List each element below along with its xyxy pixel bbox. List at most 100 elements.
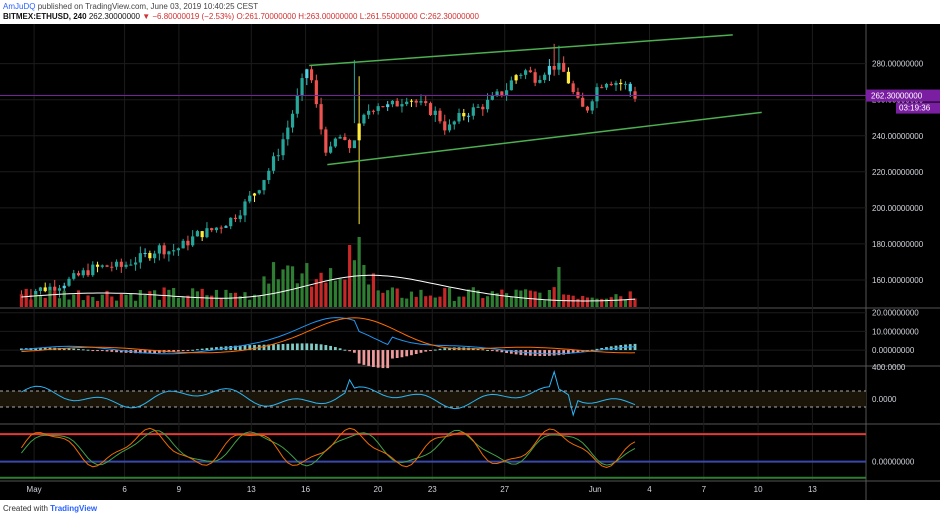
chart-area[interactable]: May 6 9 13 16 20 23 27 Jun 4 7 10 13 160.00000000 180.… xyxy=(0,24,940,500)
candle-body xyxy=(267,170,271,181)
macd-histogram-bar xyxy=(196,349,199,351)
macd-histogram-bar xyxy=(490,350,494,352)
macd-histogram-bar xyxy=(567,350,570,354)
y-tick-label: 240.00000000 xyxy=(872,132,924,141)
volume-bar xyxy=(286,265,290,307)
volume-bar xyxy=(452,300,456,307)
candle-body xyxy=(371,110,376,112)
candle-body xyxy=(62,285,66,289)
candle-body xyxy=(290,113,295,128)
candle-body xyxy=(262,180,266,191)
channel-upper-line xyxy=(309,34,733,67)
volume-bar xyxy=(457,296,461,307)
volume-bar xyxy=(114,300,119,307)
candle-body xyxy=(172,250,176,252)
macd-histogram-bar xyxy=(43,347,47,351)
volume-bar xyxy=(590,297,594,307)
candle-body xyxy=(157,245,161,254)
volume-bar xyxy=(519,290,523,307)
macd-histogram-bar xyxy=(605,347,608,351)
macd-signal-line xyxy=(21,317,636,354)
candle-body xyxy=(38,287,43,291)
macd-histogram-bar xyxy=(267,344,271,351)
volume-ma-line xyxy=(21,274,636,302)
candle-body xyxy=(252,193,257,196)
macd-histogram-bar xyxy=(91,350,95,352)
volume-bar xyxy=(576,298,580,307)
volume-bar xyxy=(371,273,376,307)
volume-bar xyxy=(29,299,33,307)
candle-body xyxy=(590,101,594,111)
candle-body xyxy=(124,264,128,267)
macd-histogram-bar xyxy=(276,344,280,351)
volume-bar xyxy=(267,283,271,307)
volume-bar xyxy=(438,296,442,307)
candle-body xyxy=(257,190,261,194)
volume-bar xyxy=(19,294,24,307)
tradingview-logo[interactable]: TradingView xyxy=(50,504,98,513)
current-price-label: 262.30000000 xyxy=(871,92,923,101)
candle-body xyxy=(329,146,333,153)
volume-bar xyxy=(500,289,504,307)
volume-bar xyxy=(462,296,466,307)
ohlc-high: H:263.00000000 xyxy=(298,12,358,21)
macd-histogram-bar xyxy=(633,343,637,351)
candle-body xyxy=(547,65,552,75)
volume-bar xyxy=(514,289,518,307)
y-tick-label: 200.00000000 xyxy=(872,204,924,213)
macd-histogram-bar xyxy=(172,350,176,352)
macd-histogram-bar xyxy=(48,347,52,351)
candle-body xyxy=(238,215,242,220)
volume-bar xyxy=(119,294,123,307)
candle-body xyxy=(395,100,399,107)
candle-body xyxy=(338,136,342,139)
volume-bar xyxy=(105,290,109,307)
macd-histogram-bar xyxy=(205,348,209,351)
candle-body xyxy=(476,106,480,108)
volume-bar xyxy=(400,297,404,307)
candle-body xyxy=(53,286,57,291)
chart-svg[interactable]: May 6 9 13 16 20 23 27 Jun 4 7 10 13 160.00000000 180.… xyxy=(0,24,940,500)
volume-bar xyxy=(309,286,314,307)
candle-body xyxy=(205,228,209,238)
macd-histogram-bar xyxy=(295,343,299,351)
macd-histogram-bar xyxy=(410,350,413,356)
volume-bar xyxy=(409,291,414,307)
volume-bar xyxy=(271,262,276,307)
x-tick-label: 23 xyxy=(428,485,437,494)
cci-line xyxy=(21,370,636,417)
volume-bar xyxy=(219,298,223,307)
candle-body xyxy=(148,252,152,259)
macd-histogram-bar xyxy=(200,348,204,351)
volume-bar xyxy=(276,279,280,307)
candle-body xyxy=(48,286,52,292)
x-tick-label: 10 xyxy=(754,485,763,494)
candle-body xyxy=(447,124,452,131)
macd-group xyxy=(20,343,637,369)
volume-bar xyxy=(433,297,437,307)
macd-tick-label: 10.00000000 xyxy=(872,327,919,336)
candle-body xyxy=(581,97,585,107)
author-name[interactable]: AmJuDQ xyxy=(3,2,36,11)
macd-histogram-bar xyxy=(338,348,342,351)
macd-histogram-bar xyxy=(376,350,380,368)
volume-bar xyxy=(395,288,399,307)
volume-bar xyxy=(153,290,157,307)
volume-bar xyxy=(290,266,295,307)
volume-bar xyxy=(476,290,480,307)
macd-histogram-bar xyxy=(481,349,485,351)
stoch-k-line xyxy=(20,427,636,469)
macd-histogram-bar xyxy=(448,347,451,351)
candle-body xyxy=(381,106,385,108)
macd-histogram-bar xyxy=(324,345,328,351)
candle-body xyxy=(100,265,104,267)
volume-bar xyxy=(619,296,623,307)
macd-histogram-bar xyxy=(557,350,561,356)
candle-body xyxy=(276,155,280,157)
macd-histogram-bar xyxy=(367,350,371,367)
volume-bar xyxy=(229,292,233,307)
volume-bar xyxy=(333,280,337,307)
macd-histogram-bar xyxy=(62,348,66,351)
macd-histogram-bar xyxy=(414,350,418,355)
volume-bar xyxy=(124,294,128,307)
